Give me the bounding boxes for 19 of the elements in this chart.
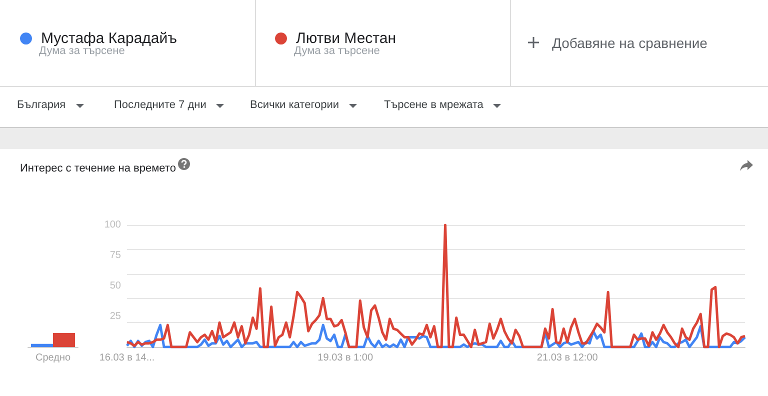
y-tick-label: 25 xyxy=(110,311,122,322)
x-tick-label: 19.03 в 1:00 xyxy=(318,352,374,364)
text: Добавяне на сравнение xyxy=(552,35,708,51)
text: Търсене в мрежата xyxy=(384,99,484,111)
text: Последните 7 дни xyxy=(114,99,206,111)
text: България xyxy=(17,99,66,111)
y-tick-label: 100 xyxy=(104,220,122,230)
text: Дума за търсене xyxy=(294,45,380,57)
x-tick-label: 21.03 в 12:00 xyxy=(536,352,598,364)
legend-label: Лютви Местан xyxy=(296,30,396,47)
legend-label: Мустафа Карадайъ xyxy=(41,30,178,47)
text: Всички категории xyxy=(250,99,339,111)
line-series xyxy=(126,224,746,348)
y-tick-label: 50 xyxy=(110,280,122,292)
x-tick-label: 16.03 в 14... xyxy=(99,352,155,364)
text: Дума за търсене xyxy=(39,45,125,57)
y-tick-label: 75 xyxy=(110,250,122,261)
x-tick-label: Средно xyxy=(35,352,71,364)
chart-title: Интерес с течение на времето xyxy=(20,162,176,174)
